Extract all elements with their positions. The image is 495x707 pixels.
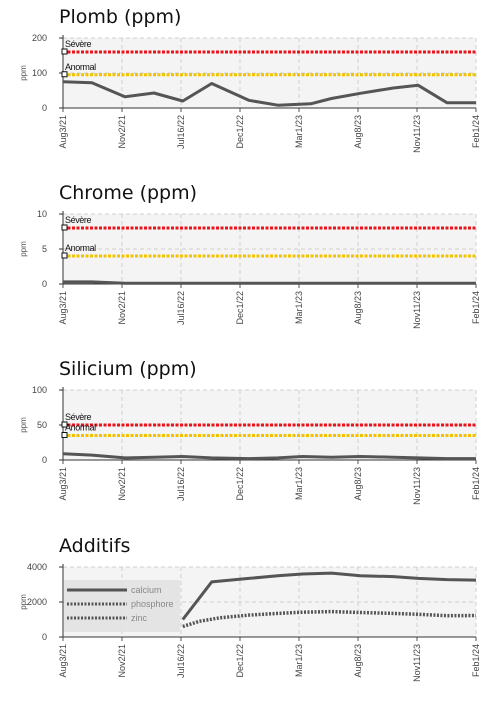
x-tick-label: Mar1/23 [294,291,304,324]
chart-panel-additifs: Additifs Aug3/21 Nov2/21 Jul16/22 Dec1/22 Mar… [0,535,495,707]
threshold-marker [61,71,68,78]
x-tick-label: Jul16/22 [176,467,186,501]
legend-label: zinc [131,613,148,623]
x-tick-label: Nov2/21 [117,115,127,149]
threshold-label: Sévère [65,412,92,422]
threshold-label: Sévère [65,215,92,225]
x-tick-label: Nov11/23 [412,115,422,153]
chart-panel-silicium: Silicium (ppm) Aug3/21 Nov2/21 Jul16/22 Dec1… [0,358,495,530]
chart-panel-plomb: Plomb (ppm) Aug3/21 Nov2/21 Jul16/22 Dec1/22… [0,6,495,178]
y-axis-label: ppm [19,65,28,81]
threshold-marker [61,224,68,231]
x-tick-label: Nov11/23 [412,644,422,682]
y-tick-label: 5 [42,244,47,254]
threshold-marker [61,432,68,438]
threshold-marker [61,421,68,428]
x-tick-label: Jul16/22 [176,291,186,325]
legend-label: phosphore [131,599,174,609]
x-tick-label: Aug3/21 [58,644,68,678]
y-tick-label: 50 [37,420,47,430]
y-axis-label: ppm [19,417,28,433]
chart-title: Silicium (ppm) [59,358,197,380]
x-tick-label: Mar1/23 [294,467,304,500]
y-tick-label: 0 [42,279,47,289]
x-tick-label: Aug8/23 [353,291,363,325]
y-tick-label: 0 [42,455,47,465]
x-tick-label: Jul16/22 [176,644,186,678]
chart-svg: Aug3/21 Nov2/21 Jul16/22 Dec1/22 Mar1/23 Aug8… [19,385,481,505]
y-tick-label: 2000 [27,597,47,607]
x-tick-label: Dec1/22 [235,644,245,678]
x-tick-label: Mar1/23 [294,115,304,148]
chart-panel-chrome: Chrome (ppm) Aug3/21 Nov2/21 Jul16/22 Dec1/2… [0,182,495,354]
x-tick-label: Nov2/21 [117,291,127,325]
x-tick-label: Aug8/23 [353,467,363,501]
x-tick-label: Aug8/23 [353,644,363,678]
threshold-label: Anormal [65,423,96,433]
x-tick-label: Dec1/22 [235,115,245,149]
x-tick-label: Aug3/21 [58,115,68,149]
y-axis-label: ppm [19,241,28,257]
x-tick-label: Aug3/21 [58,467,68,501]
x-tick-label: Nov2/21 [117,644,127,678]
x-tick-label: Nov2/21 [117,467,127,501]
x-tick-label: Feb1/24 [471,291,481,324]
x-tick-label: Dec1/22 [235,291,245,325]
x-tick-label: Aug3/21 [58,291,68,325]
series-line-value [62,80,476,107]
series-line-value [62,452,476,461]
legend-label: calcium [131,585,162,595]
y-tick-label: 100 [32,68,47,78]
x-tick-label: Nov11/23 [412,291,422,329]
y-axis-label: ppm [19,594,28,610]
x-tick-label: Nov11/23 [412,467,422,505]
chart-svg: Aug3/21 Nov2/21 Jul16/22 Dec1/22 Mar1/23 Aug8… [19,209,481,329]
x-tick-label: Feb1/24 [471,644,481,677]
y-tick-label: 100 [32,385,47,395]
x-tick-label: Feb1/24 [471,467,481,500]
threshold-marker [61,252,68,259]
chart-svg: Aug3/21 Nov2/21 Jul16/22 Dec1/22 Mar1/23 Aug8… [19,33,481,153]
y-tick-label: 200 [32,33,47,43]
y-tick-label: 4000 [27,562,47,572]
chart-title: Chrome (ppm) [59,182,198,204]
x-tick-label: Jul16/22 [176,115,186,149]
chart-legend: calcium phosphore zinc [64,580,180,632]
y-tick-label: 0 [42,632,47,642]
x-tick-label: Feb1/24 [471,115,481,148]
series-line-value [63,280,476,285]
series-line-calcium [181,571,477,621]
x-tick-label: Aug8/23 [353,115,363,149]
x-tick-label: Dec1/22 [235,467,245,501]
threshold-marker [61,48,68,55]
threshold-label: Anormal [65,62,96,72]
chart-title: Additifs [59,535,131,557]
series-line-phosphore [182,609,477,629]
chart-svg: Aug3/21 Nov2/21 Jul16/22 Dec1/22 Mar1/23 Aug8… [19,562,481,682]
y-tick-label: 10 [37,209,47,219]
x-tick-label: Mar1/23 [294,644,304,677]
threshold-label: Sévère [65,39,92,49]
chart-title: Plomb (ppm) [59,6,182,28]
threshold-label: Anormal [65,243,96,253]
y-tick-label: 0 [42,103,47,113]
